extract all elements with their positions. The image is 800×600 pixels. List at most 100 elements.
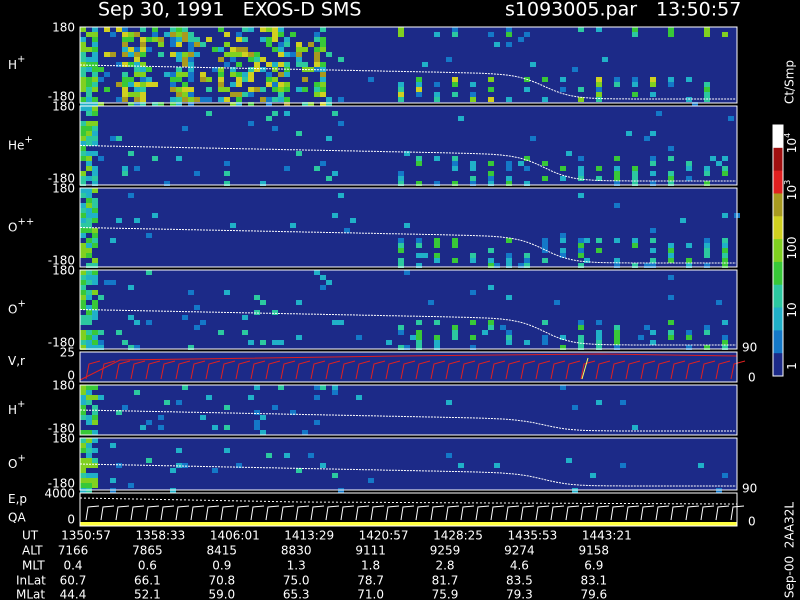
spectrogram-cell xyxy=(86,151,92,156)
colorbar-segment xyxy=(773,307,783,331)
spectrogram-cell xyxy=(86,141,92,146)
colorbar-tick-label: 1 xyxy=(785,362,799,370)
spectrogram-cell xyxy=(506,335,512,340)
spectrogram-cell xyxy=(182,97,188,102)
energy-trace xyxy=(85,505,100,521)
spectrogram-cell xyxy=(488,285,494,290)
y-tick-label: -180 xyxy=(48,172,75,186)
panel-name: O xyxy=(8,302,17,316)
spectrogram-cell xyxy=(704,345,710,350)
spectrogram-cell xyxy=(254,295,260,300)
spectrogram-cell xyxy=(542,161,548,166)
plots xyxy=(79,26,784,527)
trace-line xyxy=(79,227,736,264)
spectrogram-cell xyxy=(446,400,452,405)
spectrogram-cell xyxy=(224,405,230,410)
spectrogram-cell xyxy=(182,92,188,97)
velocity-trace xyxy=(415,360,431,380)
spectrogram-cell xyxy=(404,270,410,275)
panel-frame xyxy=(79,384,738,436)
spectrogram-cell xyxy=(284,102,290,107)
spectrogram-cell xyxy=(134,320,140,325)
spectrogram-cell xyxy=(86,57,92,62)
table-cell: 75.9 xyxy=(432,588,459,600)
spectrogram-cell xyxy=(722,32,728,37)
spectrogram-cell xyxy=(542,340,548,345)
spectrogram-cell xyxy=(272,340,278,345)
spectrogram-cell xyxy=(122,42,128,47)
spectrogram-cell xyxy=(704,32,710,37)
energy-trace xyxy=(730,505,745,521)
spectrogram-cell xyxy=(122,62,128,67)
spectrogram-cell xyxy=(92,37,98,42)
spectrogram-cell xyxy=(272,32,278,37)
spectrogram-cell xyxy=(320,47,326,52)
spectrogram-cell xyxy=(80,330,86,335)
spectrogram-cell xyxy=(176,102,182,107)
row-label: UT xyxy=(22,529,39,543)
spectrogram-cell xyxy=(686,258,692,263)
spectrogram-cell xyxy=(92,290,98,295)
spectrogram-cell xyxy=(278,52,284,57)
spectrogram-cell xyxy=(524,258,530,263)
spectrogram-cell xyxy=(602,57,608,62)
spectrogram-cell xyxy=(80,228,86,233)
spectrogram-cell xyxy=(152,102,158,107)
spectrogram-cell xyxy=(578,335,584,340)
spectrogram-cell xyxy=(80,82,86,87)
spectrogram-cell xyxy=(506,32,512,37)
spectrogram-cell xyxy=(434,243,440,248)
spectrogram-cell xyxy=(86,290,92,295)
spectrogram-cell xyxy=(182,27,188,32)
panel xyxy=(79,26,738,107)
spectrogram-cell xyxy=(488,181,494,186)
spectrogram-cell xyxy=(260,57,266,62)
spectrogram-cell xyxy=(272,126,278,131)
spectrogram-cell xyxy=(398,345,404,350)
spectrogram-cell xyxy=(134,345,140,350)
spectrogram-cell xyxy=(722,258,728,263)
spectrogram-cell xyxy=(332,171,338,176)
spectrogram-cell xyxy=(158,37,164,42)
spectrogram-cell xyxy=(338,57,344,62)
spectrogram-cell xyxy=(80,151,86,156)
spectrogram-cell xyxy=(638,335,644,340)
spectrogram-cell xyxy=(302,102,308,107)
spectrogram-cell xyxy=(398,263,404,268)
spectrogram-cell xyxy=(134,102,140,107)
spectrogram-cell xyxy=(668,82,674,87)
spectrogram-cell xyxy=(584,238,590,243)
spectrogram-cell xyxy=(182,126,188,131)
spectrogram-cell xyxy=(542,335,548,340)
spectrogram-cell xyxy=(92,415,98,420)
spectrogram-cell xyxy=(704,330,710,335)
spectrogram-cell xyxy=(230,52,236,57)
spectrogram-cell xyxy=(98,67,104,72)
colorbar-tick-text: 10 xyxy=(785,302,799,317)
spectrogram-cell xyxy=(170,27,176,32)
spectrogram-cell xyxy=(686,176,692,181)
spectrogram-cell xyxy=(110,443,116,448)
spectrogram-cell xyxy=(224,448,230,453)
colorbar-segment xyxy=(773,239,783,263)
spectrogram-cell xyxy=(140,67,146,72)
spectrogram-cell xyxy=(164,72,170,77)
spectrogram-cell xyxy=(470,253,476,258)
spectrogram-cell xyxy=(128,483,134,488)
spectrogram-cell xyxy=(266,42,272,47)
table-cell: 71.0 xyxy=(357,588,384,600)
spectrogram-cell xyxy=(686,77,692,82)
spectrogram-cell xyxy=(506,42,512,47)
spectrogram-cell xyxy=(98,340,104,345)
spectrogram-cell xyxy=(722,171,728,176)
spectrogram-cell xyxy=(80,97,86,102)
spectrogram-cell xyxy=(506,166,512,171)
velocity-trace xyxy=(325,360,341,380)
spectrogram-cell xyxy=(284,42,290,47)
spectrogram-cell xyxy=(92,448,98,453)
spectrogram-cell xyxy=(278,340,284,345)
spectrogram-cell xyxy=(86,305,92,310)
spectrogram-cell xyxy=(680,218,686,223)
y-tick-label: 180 xyxy=(52,182,75,196)
velocity-trace xyxy=(205,360,221,380)
